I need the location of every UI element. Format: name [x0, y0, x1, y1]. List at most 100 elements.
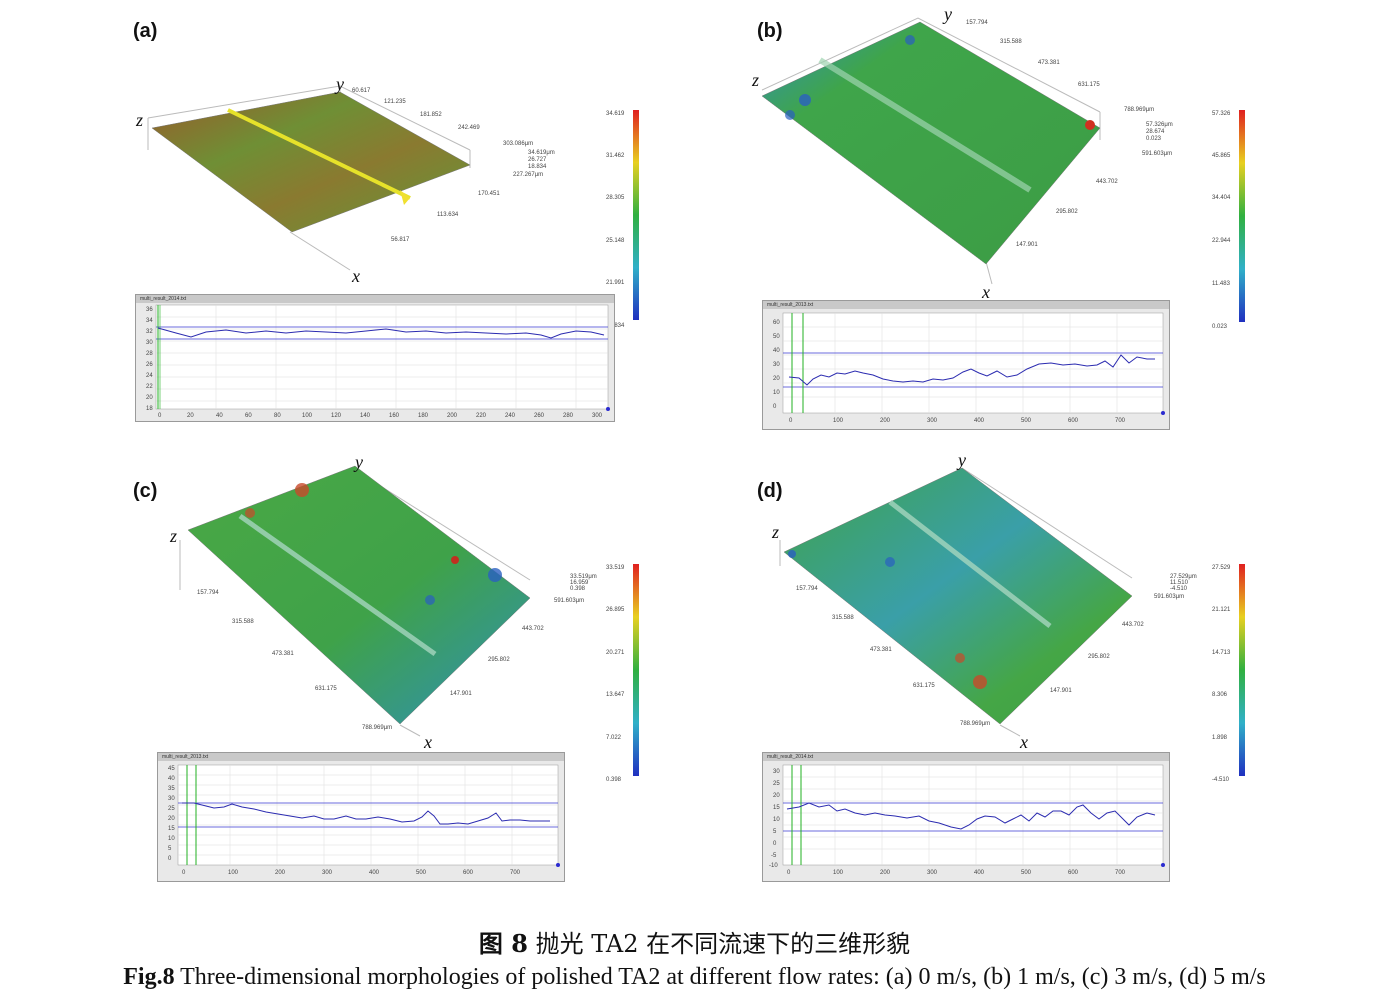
profile-y-tick: -5	[771, 853, 777, 859]
y-tick: 242.469	[458, 125, 480, 131]
profile-y-tick: 36	[146, 307, 153, 313]
profile-x-tick: 100	[228, 870, 239, 876]
profile-x-tick: 200	[880, 418, 891, 424]
panel-a-surface-plot: y z x 60.617 121.235 181.852 242.469 303…	[135, 74, 639, 329]
panel-b-z-axis-label: z	[751, 70, 759, 90]
profile-y-tick: 20	[773, 793, 780, 799]
x-tick: 170.451	[478, 191, 500, 197]
panel-a-label: (a)	[133, 20, 158, 42]
colorbar-tick: 8.306	[1212, 692, 1228, 698]
panel-c-profile-chart: multi_result_2013.txt 45 40	[157, 752, 565, 882]
profile-y-tick: 30	[146, 340, 153, 346]
panel-d-label: (d)	[757, 480, 783, 502]
panel-c-label: (c)	[133, 480, 158, 502]
panel-d-colorbar	[1239, 564, 1245, 776]
y-tick: 157.794	[966, 20, 988, 26]
corner-value: -4.510	[1170, 586, 1188, 592]
colorbar-tick: 45.865	[1212, 153, 1231, 159]
corner-value: 16.959	[570, 580, 589, 586]
panel-a-x-axis-label: x	[351, 266, 360, 286]
corner-value: 34.619μm	[528, 150, 555, 156]
colorbar-tick: 31.462	[606, 153, 625, 159]
corner-value: 27.529μm	[1170, 574, 1197, 580]
panel-d-profile-title: multi_result_2014.txt	[763, 753, 1169, 761]
y-tick: 157.794	[197, 590, 219, 596]
profile-x-tick: 220	[476, 413, 487, 419]
profile-x-tick: 600	[1068, 870, 1079, 876]
profile-y-tick: 10	[773, 817, 780, 823]
colorbar-tick: 11.483	[1212, 281, 1231, 287]
profile-y-tick: 30	[168, 796, 175, 802]
profile-x-tick: 140	[360, 413, 371, 419]
panel-d-z-axis-label: z	[771, 522, 779, 542]
colorbar-tick: 14.713	[1212, 650, 1231, 656]
y-tick: 788.969μm	[362, 725, 392, 731]
x-tick: 147.901	[1050, 688, 1072, 694]
profile-y-tick: 15	[773, 805, 780, 811]
corner-value: 18.834	[528, 164, 547, 170]
profile-x-tick: 300	[927, 418, 938, 424]
panel-a-profile-chart: multi_result_2014.txt 36 34 3	[135, 294, 615, 422]
x-tick: 443.702	[522, 626, 544, 632]
panel-d-surface	[783, 467, 1133, 725]
profile-x-tick: 20	[187, 413, 194, 419]
y-tick: 315.588	[232, 619, 254, 625]
profile-x-tick: 600	[463, 870, 474, 876]
colorbar-tick: 1.898	[1212, 735, 1228, 741]
colorbar-tick: 26.895	[606, 607, 625, 613]
profile-x-tick: 0	[158, 413, 162, 419]
x-tick: 295.802	[488, 657, 510, 663]
profile-y-tick: 40	[168, 776, 175, 782]
colorbar-tick: 33.519	[606, 565, 625, 571]
profile-x-tick: 0	[787, 870, 791, 876]
colorbar-tick: 7.022	[606, 735, 622, 741]
x-tick: 113.634	[437, 212, 459, 218]
profile-y-tick: 15	[168, 826, 175, 832]
panel-b-colorbar	[1239, 110, 1245, 322]
corner-value: 33.519μm	[570, 574, 597, 580]
profile-x-tick: 500	[416, 870, 427, 876]
panel-a-z-axis-label: z	[135, 110, 143, 130]
profile-x-tick: 500	[1021, 870, 1032, 876]
profile-x-tick: 700	[1115, 870, 1126, 876]
x-tick: 591.603μm	[1142, 151, 1172, 157]
panel-c-colorbar	[633, 564, 639, 776]
panel-c-profile-title: multi_result_2013.txt	[158, 753, 564, 761]
profile-y-tick: 0	[168, 856, 172, 862]
profile-y-tick: 30	[773, 362, 780, 368]
profile-x-tick: 700	[1115, 418, 1126, 424]
profile-y-tick: 60	[773, 320, 780, 326]
panel-a: (a)	[0, 0, 700, 450]
profile-x-tick: 0	[182, 870, 186, 876]
profile-y-tick: 20	[146, 395, 153, 401]
caption-en-text: Three-dimensional morphologies of polish…	[174, 964, 1266, 990]
profile-x-tick: 400	[974, 418, 985, 424]
panel-d-x-axis-label: x	[1019, 732, 1028, 752]
profile-y-tick: 25	[168, 806, 175, 812]
panel-a-profile-title: multi_result_2014.txt	[136, 295, 614, 303]
profile-x-tick: 600	[1068, 418, 1079, 424]
profile-x-tick: 500	[1021, 418, 1032, 424]
colorbar-tick: 27.529	[1212, 565, 1231, 571]
profile-y-tick: 10	[773, 390, 780, 396]
colorbar-tick: -4.510	[1212, 777, 1230, 783]
profile-y-tick: 20	[773, 376, 780, 382]
colorbar-tick: 21.121	[1212, 607, 1231, 613]
panel-c-z-axis-label: z	[169, 526, 177, 546]
colorbar-tick: 0.398	[606, 777, 622, 783]
colorbar-tick: 57.326	[1212, 111, 1231, 117]
corner-value: 26.727	[528, 157, 547, 163]
profile-y-tick: 5	[773, 829, 777, 835]
x-tick: 591.603μm	[1154, 594, 1184, 600]
y-tick: 315.588	[1000, 39, 1022, 45]
profile-y-tick: 50	[773, 334, 780, 340]
panel-a-colorbar	[633, 110, 639, 320]
profile-y-tick: 25	[773, 781, 780, 787]
panel-b: (b) y z x	[700, 0, 1389, 450]
panel-a-surface	[151, 91, 471, 233]
figure-caption-chinese: 图 8 抛光 TA2 在不同流速下的三维形貌	[0, 924, 1389, 959]
x-tick: 295.802	[1056, 209, 1078, 215]
x-tick: 443.702	[1096, 179, 1118, 185]
x-tick: 227.267μm	[513, 172, 543, 178]
panel-b-y-axis-label: y	[942, 4, 952, 24]
